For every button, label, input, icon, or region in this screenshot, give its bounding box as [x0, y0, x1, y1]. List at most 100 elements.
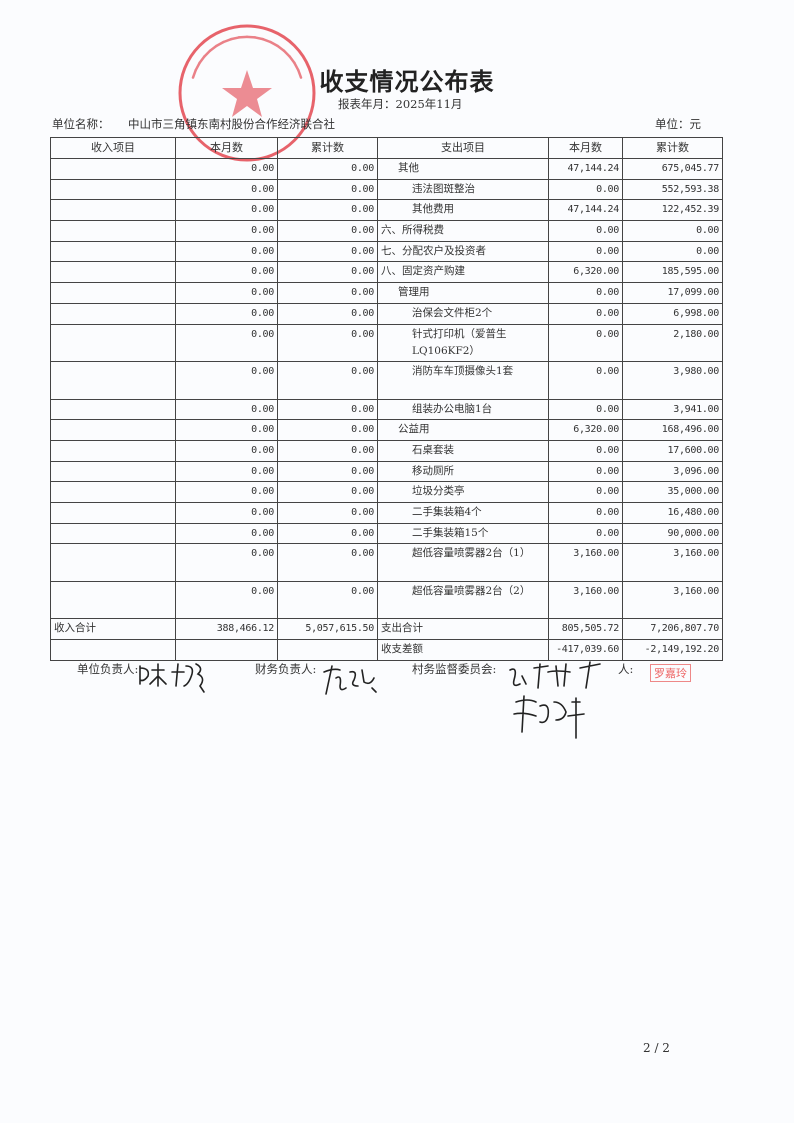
- income-item-cell: [50, 220, 176, 242]
- expense-month-cell: 6,320.00: [548, 419, 623, 441]
- header-expense-total: 累计数: [622, 137, 723, 159]
- income-total-cell: 0.00: [277, 240, 378, 263]
- expense-item-cell: 超低容量喷雾器2台（2）: [377, 580, 549, 620]
- seal-glyph-mark: [293, 61, 300, 72]
- seal-glyph-mark: [261, 37, 272, 44]
- expense-item-cell: 移动厕所: [377, 460, 549, 483]
- header-income-total: 累计数: [277, 137, 378, 159]
- income-total-cell: 5,057,615.50: [277, 618, 378, 640]
- header-income-item: 收入项目: [50, 137, 176, 159]
- expense-item-cell: 收支差额: [377, 639, 549, 661]
- expense-item-cell: 公益用: [377, 419, 549, 441]
- income-total-cell: 0.00: [277, 220, 378, 242]
- table-row: 0.00 0.00 二手集装箱4个 0.00 16,480.00: [50, 501, 723, 524]
- page-number: 2 / 2: [643, 1041, 670, 1055]
- expense-total-cell: 3,096.00: [622, 460, 723, 483]
- expense-month-cell: 0.00: [548, 178, 623, 201]
- expense-total-cell: 168,496.00: [622, 419, 723, 441]
- header-income-month: 本月数: [175, 137, 278, 159]
- income-month-cell: 0.00: [175, 302, 278, 325]
- table-row: 0.00 0.00 垃圾分类亭 0.00 35,000.00: [50, 481, 723, 503]
- income-month-cell: 0.00: [175, 398, 278, 421]
- seal-glyph-mark: [245, 35, 257, 39]
- income-item-cell: [50, 361, 176, 400]
- table-row: 0.00 0.00 二手集装箱15个 0.00 90,000.00: [50, 522, 723, 545]
- income-month-cell: 0.00: [175, 261, 278, 284]
- income-item-cell: 收入合计: [50, 618, 176, 640]
- income-expense-table: 收入项目 本月数 累计数 支出项目 本月数 累计数 0.00 0.00 其他 47,1…: [50, 137, 723, 661]
- expense-item-cell: 支出合计: [377, 618, 549, 640]
- table-header-row: 收入项目 本月数 累计数 支出项目 本月数 累计数: [50, 137, 723, 159]
- expense-month-cell: 805,505.72: [548, 618, 623, 640]
- seal-glyph-mark: [253, 36, 265, 41]
- expense-month-cell: 47,144.24: [548, 158, 623, 180]
- expense-total-cell: 3,160.00: [622, 580, 723, 620]
- expense-month-cell: 6,320.00: [548, 261, 623, 284]
- table-row: 0.00 0.00 管理用 0.00 17,099.00: [50, 282, 723, 304]
- income-total-cell: 0.00: [277, 522, 378, 545]
- income-month-cell: 0.00: [175, 460, 278, 483]
- expense-month-cell: 0.00: [548, 501, 623, 524]
- income-item-cell: [50, 261, 176, 284]
- expense-total-cell: 0.00: [622, 220, 723, 242]
- seal-glyph-mark: [269, 40, 279, 48]
- table-row: 0.00 0.00 八、固定资产购建 6,320.00 185,595.00: [50, 261, 723, 284]
- table-row: 0.00 0.00 治保会文件柜2个 0.00 6,998.00: [50, 302, 723, 325]
- income-item-cell: [50, 481, 176, 503]
- header-expense-item: 支出项目: [377, 137, 549, 159]
- income-total-cell: 0.00: [277, 501, 378, 524]
- expense-total-cell: 35,000.00: [622, 481, 723, 503]
- income-item-cell: [50, 240, 176, 263]
- table-row: 0.00 0.00 针式打印机（爱普生LQ106KF2） 0.00 2,180.00: [50, 323, 723, 362]
- expense-total-cell: -2,149,192.20: [622, 639, 723, 661]
- income-month-cell: 0.00: [175, 220, 278, 242]
- table-row: 0.00 0.00 其他费用 47,144.24 122,452.39: [50, 199, 723, 222]
- expense-total-cell: 3,160.00: [622, 543, 723, 582]
- expense-item-cell: 违法图斑整治: [377, 178, 549, 201]
- expense-total-cell: 17,099.00: [622, 282, 723, 304]
- income-total-cell: 0.00: [277, 419, 378, 441]
- expense-item-cell: 管理用: [377, 282, 549, 304]
- seal-glyph-mark: [203, 49, 212, 58]
- expense-item-cell: 超低容量喷雾器2台（1）: [377, 543, 549, 582]
- finance-head-label: 财务负责人:: [255, 662, 317, 676]
- income-total-cell: 0.00: [277, 439, 378, 462]
- seal-glyph-mark: [191, 68, 197, 79]
- seal-glyph-mark: [198, 55, 206, 65]
- income-month-cell: 0.00: [175, 543, 278, 582]
- expense-item-cell: 石桌套装: [377, 439, 549, 462]
- expense-total-cell: 675,045.77: [622, 158, 723, 180]
- expense-total-cell: 0.00: [622, 240, 723, 263]
- income-total-cell: 0.00: [277, 481, 378, 503]
- table-row: 0.00 0.00 其他 47,144.24 675,045.77: [50, 158, 723, 180]
- income-month-cell: 0.00: [175, 323, 278, 362]
- income-month-cell: 0.00: [175, 240, 278, 263]
- seal-glyph-mark: [194, 61, 201, 72]
- expense-month-cell: 0.00: [548, 481, 623, 503]
- table-row: 0.00 0.00 移动厕所 0.00 3,096.00: [50, 460, 723, 483]
- table-row: 收入合计 388,466.12 5,057,615.50 支出合计 805,505.72…: [50, 618, 723, 640]
- expense-total-cell: 3,980.00: [622, 361, 723, 400]
- income-item-cell: [50, 543, 176, 582]
- expense-item-cell: 七、分配农户及投资者: [377, 240, 549, 263]
- seal-glyph-mark: [222, 37, 233, 44]
- seal-glyph-mark: [282, 49, 291, 58]
- seal-glyph-mark: [237, 35, 249, 39]
- expense-month-cell: 0.00: [548, 361, 623, 400]
- income-total-cell: 0.00: [277, 282, 378, 304]
- expense-month-cell: 3,160.00: [548, 580, 623, 620]
- income-item-cell: [50, 199, 176, 222]
- handwritten-signatures: [139, 661, 601, 739]
- expense-item-cell: 针式打印机（爱普生LQ106KF2）: [377, 323, 549, 362]
- expense-total-cell: 122,452.39: [622, 199, 723, 222]
- expense-item-cell: 组装办公电脑1台: [377, 398, 549, 421]
- income-month-cell: 0.00: [175, 282, 278, 304]
- expense-item-cell: 二手集装箱15个: [377, 522, 549, 545]
- seal-glyph-mark: [276, 44, 286, 52]
- table-row: 0.00 0.00 组装办公电脑1台 0.00 3,941.00: [50, 398, 723, 421]
- expense-item-cell: 其他: [377, 158, 549, 180]
- income-item-cell: [50, 323, 176, 362]
- expense-item-cell: 八、固定资产购建: [377, 261, 549, 284]
- expense-month-cell: 0.00: [548, 240, 623, 263]
- table-row: 0.00 0.00 超低容量喷雾器2台（1） 3,160.00 3,160.00: [50, 543, 723, 582]
